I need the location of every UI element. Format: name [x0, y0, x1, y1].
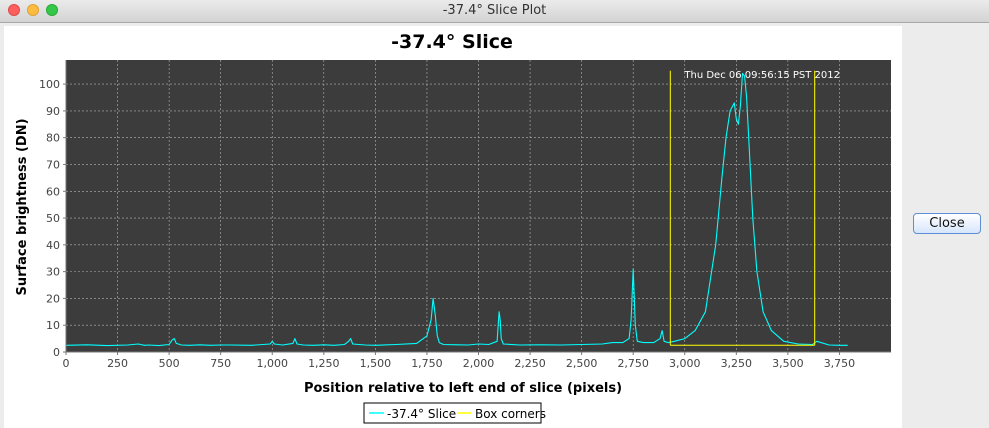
- y-tick-label: 10: [46, 319, 60, 332]
- x-axis-ticks: 0 250 500 750 1,000 1,250 1,500 1,750 2,000 2,250…: [63, 352, 856, 370]
- x-tick-label: 3,000: [669, 357, 701, 370]
- x-tick-label: 2,750: [617, 357, 649, 370]
- chart-title: -37.4° Slice: [391, 31, 513, 53]
- x-tick-label: 3,250: [721, 357, 753, 370]
- x-tick-label: 750: [210, 357, 231, 370]
- window-titlebar: -37.4° Slice Plot: [0, 0, 989, 23]
- window-minimize-icon[interactable]: [27, 4, 39, 16]
- x-tick-label: 3,500: [772, 357, 804, 370]
- series-line-slice: [65, 72, 848, 347]
- y-tick-label: 20: [46, 292, 60, 305]
- legend-label-box: Box corners: [475, 407, 546, 421]
- x-tick-label: 2,250: [514, 357, 546, 370]
- y-axis-label: Surface brightness (DN): [15, 118, 30, 295]
- y-tick-label: 90: [46, 105, 60, 118]
- y-tick-label: 30: [46, 266, 60, 279]
- x-tick-label: 1,250: [308, 357, 340, 370]
- x-tick-label: 1,750: [411, 357, 443, 370]
- window-zoom-icon[interactable]: [46, 4, 58, 16]
- legend-box: [363, 402, 542, 424]
- x-tick-label: 1,000: [257, 357, 289, 370]
- y-tick-label: 0: [53, 346, 60, 359]
- y-tick-label: 50: [46, 212, 60, 225]
- y-tick-label: 40: [46, 239, 60, 252]
- close-button[interactable]: Close: [913, 213, 981, 234]
- y-tick-label: 80: [46, 132, 60, 145]
- y-tick-label: 100: [39, 78, 60, 91]
- x-tick-label: 2,500: [566, 357, 598, 370]
- x-tick-label: 2,000: [463, 357, 495, 370]
- slice-chart: -37.4° Slice Thu Dec 06 09:56:15 PST 201…: [15, 31, 891, 424]
- window-close-icon[interactable]: [8, 4, 20, 16]
- x-tick-label: 1,500: [360, 357, 392, 370]
- y-axis-ticks: 0 10 20 30 40 50 60 70 80 90 100: [39, 78, 66, 359]
- x-tick-label: 0: [63, 357, 70, 370]
- x-tick-label: 250: [107, 357, 128, 370]
- grid-lines: [66, 60, 891, 352]
- legend-label-slice: -37.4° Slice: [387, 407, 456, 421]
- y-tick-label: 70: [46, 158, 60, 171]
- series-slice: [65, 72, 848, 347]
- x-axis-label: Position relative to left end of slice (…: [304, 381, 622, 396]
- x-tick-label: 3,750: [824, 357, 856, 370]
- timestamp-annotation: Thu Dec 06 09:56:15 PST 2012: [683, 70, 840, 81]
- x-tick-label: 500: [159, 357, 180, 370]
- plot-panel: -37.4° Slice Thu Dec 06 09:56:15 PST 201…: [4, 26, 902, 428]
- legend: -37.4° Slice Box corners: [363, 402, 546, 424]
- y-tick-label: 60: [46, 185, 60, 198]
- window-title: -37.4° Slice Plot: [442, 3, 547, 18]
- series-box-corners: [669, 70, 816, 346]
